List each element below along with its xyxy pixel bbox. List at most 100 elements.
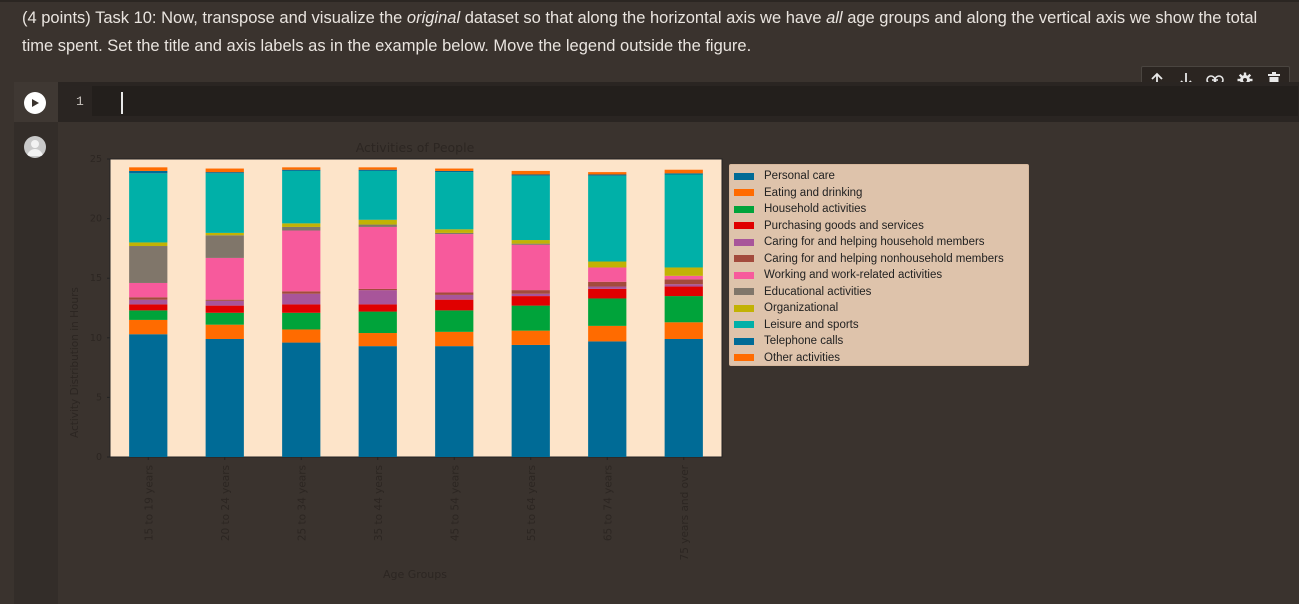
x-tick-label: 65 to 74 years xyxy=(602,465,614,541)
bar-segment xyxy=(511,175,550,241)
bar-segment xyxy=(129,170,168,174)
x-tick-label: 55 to 64 years xyxy=(526,465,538,541)
legend-swatch xyxy=(734,238,754,246)
bar-segment xyxy=(511,296,550,306)
bar-segment xyxy=(435,294,474,300)
bar-segment xyxy=(282,293,321,305)
y-tick-label: 20 xyxy=(90,214,102,225)
bar-segment xyxy=(129,297,168,300)
bar-segment xyxy=(282,304,321,313)
x-axis-label: Age Groups xyxy=(383,568,447,581)
legend-swatch xyxy=(734,321,754,328)
bar-segment xyxy=(664,174,703,268)
bar-segment xyxy=(511,243,550,245)
bar-segment xyxy=(282,291,321,294)
legend-swatch xyxy=(734,337,754,345)
bar-segment xyxy=(435,172,474,230)
legend-item: Personal care xyxy=(734,168,835,184)
bar-segment xyxy=(435,346,474,457)
bar-segment xyxy=(282,167,321,170)
bar-segment xyxy=(205,172,244,174)
bar-segment xyxy=(282,329,321,343)
bar-segment xyxy=(588,298,627,326)
task-text-2: dataset so that along the horizontal axi… xyxy=(460,9,827,27)
bar-segment xyxy=(358,224,397,227)
x-tick-label: 20 to 24 years xyxy=(220,465,232,541)
top-border xyxy=(0,0,1299,2)
bar-segment xyxy=(435,310,474,332)
legend-item: Educational activities xyxy=(734,284,871,300)
bar-segment xyxy=(511,244,550,291)
y-tick-label: 0 xyxy=(96,452,102,463)
legend-item: Caring for and helping household members xyxy=(734,234,985,250)
bar-segment xyxy=(129,246,168,283)
bar-segment xyxy=(205,168,244,173)
output-gutter xyxy=(14,122,58,604)
bar-segment xyxy=(435,331,474,347)
bar-segment xyxy=(282,312,321,330)
legend-item: Household activities xyxy=(734,201,866,217)
y-tick-label: 10 xyxy=(90,333,102,344)
legend-label: Household activities xyxy=(764,203,867,215)
bar-segment xyxy=(588,261,627,268)
bar-segment xyxy=(664,284,703,287)
bar-segment xyxy=(358,169,397,171)
bar-segment xyxy=(664,279,703,285)
legend-swatch xyxy=(734,271,754,279)
legend-item: Telephone calls xyxy=(734,333,843,349)
bar-segment xyxy=(129,319,168,335)
bar-segment xyxy=(129,242,168,247)
legend-label: Eating and drinking xyxy=(764,186,863,199)
bar-segment xyxy=(358,170,397,220)
bar-segment xyxy=(282,170,321,224)
bar-segment xyxy=(511,305,550,331)
bar-segment xyxy=(205,299,244,301)
bar-segment xyxy=(435,299,474,311)
line-number: 1 xyxy=(76,94,84,109)
bar-segment xyxy=(205,173,244,233)
bar-segment xyxy=(205,300,244,306)
bar-segment xyxy=(588,267,627,282)
legend-label: Organizational xyxy=(764,302,839,314)
legend-swatch xyxy=(734,255,754,262)
legend-swatch xyxy=(734,189,754,196)
x-tick-label: 35 to 44 years xyxy=(373,465,385,541)
y-axis-label: Activity Distribution in Hours xyxy=(69,287,81,438)
legend-label: Personal care xyxy=(764,170,835,182)
code-editor[interactable] xyxy=(92,86,1298,116)
legend-swatch xyxy=(734,222,754,229)
bar-segment xyxy=(358,311,397,334)
legend-label: Working and work-related activities xyxy=(764,269,943,281)
bar-segment xyxy=(358,226,397,289)
bar-segment xyxy=(588,288,627,299)
bar-segment xyxy=(511,174,550,176)
bar-segment xyxy=(205,324,244,339)
bar-segment xyxy=(205,257,244,300)
bar-segment xyxy=(511,240,550,244)
bar-segment xyxy=(282,342,321,457)
legend-label: Educational activities xyxy=(764,285,872,298)
bar-segment xyxy=(358,167,397,170)
run-cell-button[interactable] xyxy=(24,92,46,114)
bar-segment xyxy=(205,312,244,325)
bar-segment xyxy=(205,235,244,258)
task-text-3: age groups and along the vertical axis w… xyxy=(22,9,1258,55)
legend-item: Leisure and sports xyxy=(734,317,859,333)
bar-segment xyxy=(282,223,321,227)
bar-segment xyxy=(511,344,550,457)
bar-segment xyxy=(588,175,627,262)
x-tick-label: 75 years and over xyxy=(679,464,691,560)
bar-segment xyxy=(129,167,168,171)
bar-segment xyxy=(129,304,168,311)
bar-segment xyxy=(129,334,168,457)
x-tick-label: 45 to 54 years xyxy=(449,465,461,541)
bar-segment xyxy=(129,282,168,298)
bar-segment xyxy=(664,275,703,280)
text-caret xyxy=(121,92,123,114)
chart-title: Activities of People xyxy=(356,140,475,155)
bar-segment xyxy=(435,229,474,233)
y-tick-label: 15 xyxy=(90,273,102,284)
bar-segment xyxy=(664,173,703,175)
stacked-bar-chart: Activities of People 0 5 10 15 20 25 15 to 19… xyxy=(69,140,723,581)
legend-item: Purchasing goods and services xyxy=(734,218,924,234)
